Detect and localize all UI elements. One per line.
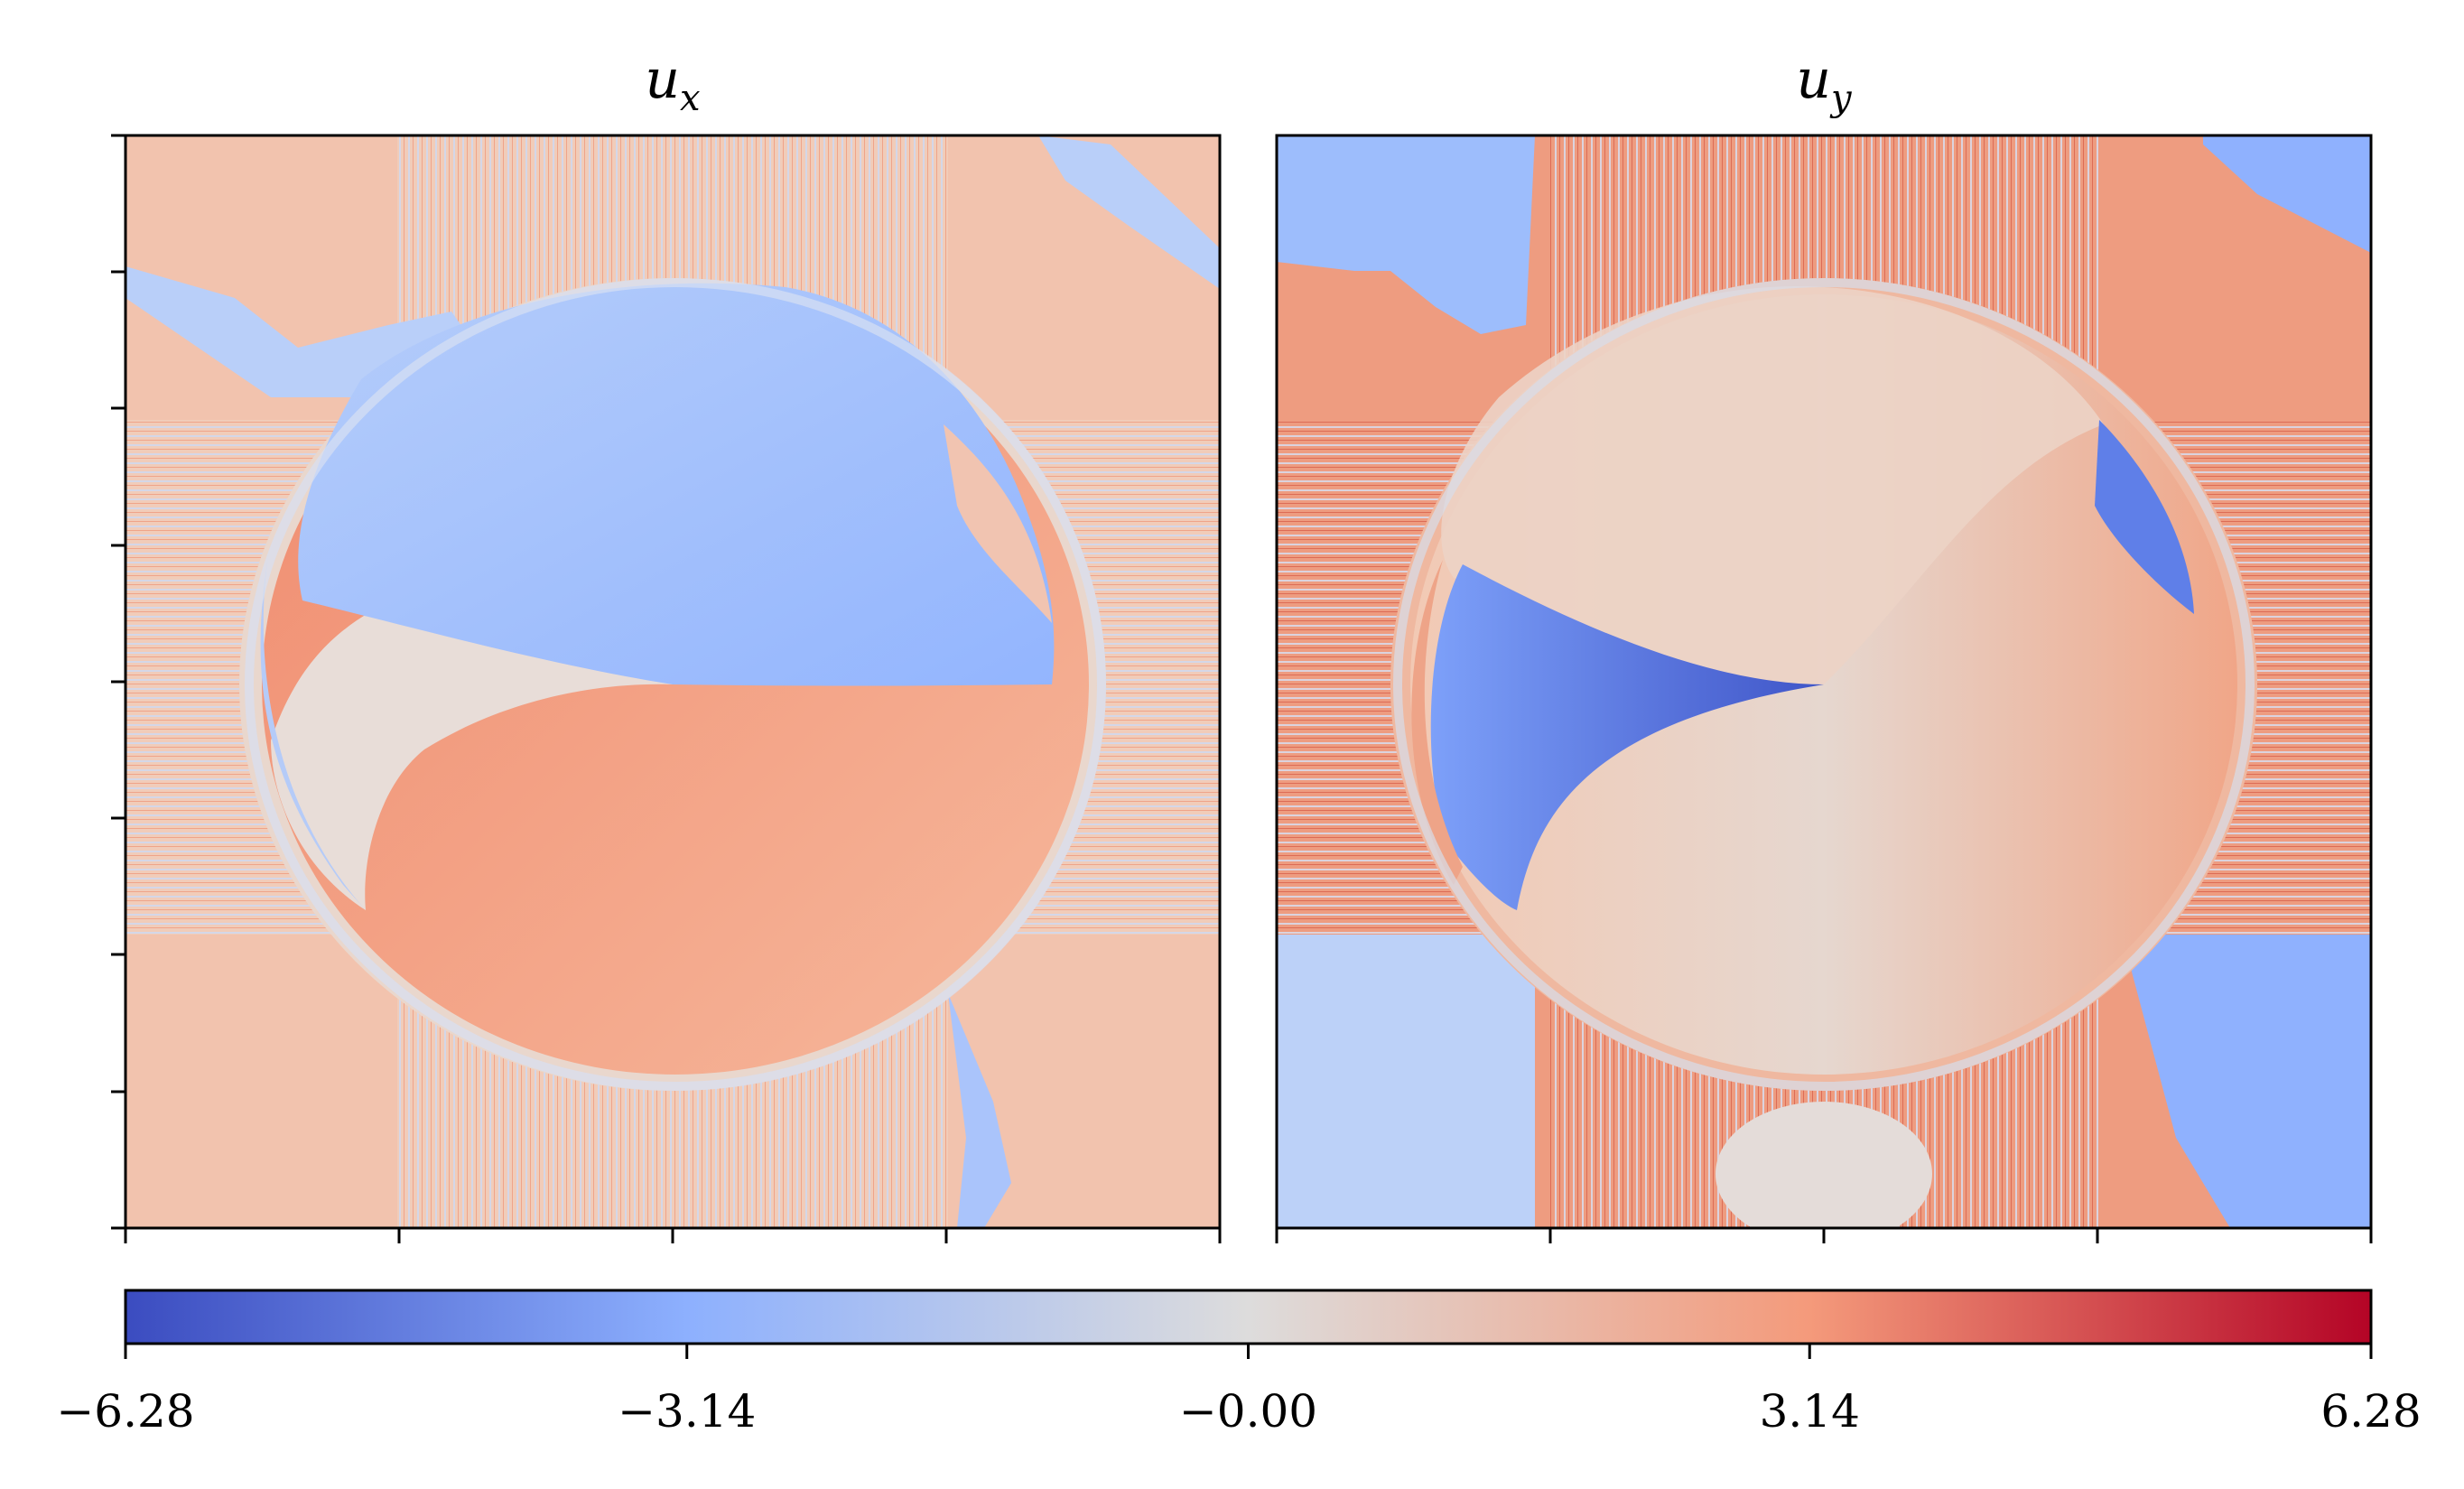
y-ticks-ux (111, 134, 126, 1230)
colorbar (124, 1289, 2373, 1345)
heatmap-uy (1277, 135, 2371, 1228)
colorbar-ticks: −6.28 −3.14 −0.00 3.14 6.28 (56, 1344, 2422, 1438)
colorbar-tick-label: 6.28 (2320, 1385, 2421, 1438)
heatmap-ux (126, 135, 1220, 1228)
colorbar-tick-label: −6.28 (56, 1385, 194, 1438)
colorbar-tick-label: −3.14 (618, 1385, 756, 1438)
x-ticks-ux (124, 1228, 1222, 1243)
colorbar-tick-label: 3.14 (1760, 1385, 1860, 1438)
colorbar-tick-label: −0.00 (1179, 1385, 1317, 1438)
panel-title-uy: uy (1796, 48, 1853, 119)
panel-title-ux: ux (645, 48, 700, 119)
x-ticks-uy (1275, 1228, 2373, 1243)
